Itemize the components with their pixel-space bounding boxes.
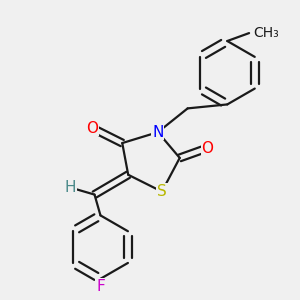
Text: N: N bbox=[152, 125, 164, 140]
Text: S: S bbox=[157, 184, 167, 199]
Text: CH₃: CH₃ bbox=[253, 26, 279, 40]
Text: O: O bbox=[86, 121, 98, 136]
Text: F: F bbox=[96, 279, 105, 294]
Text: H: H bbox=[65, 180, 76, 195]
Text: O: O bbox=[202, 140, 214, 155]
